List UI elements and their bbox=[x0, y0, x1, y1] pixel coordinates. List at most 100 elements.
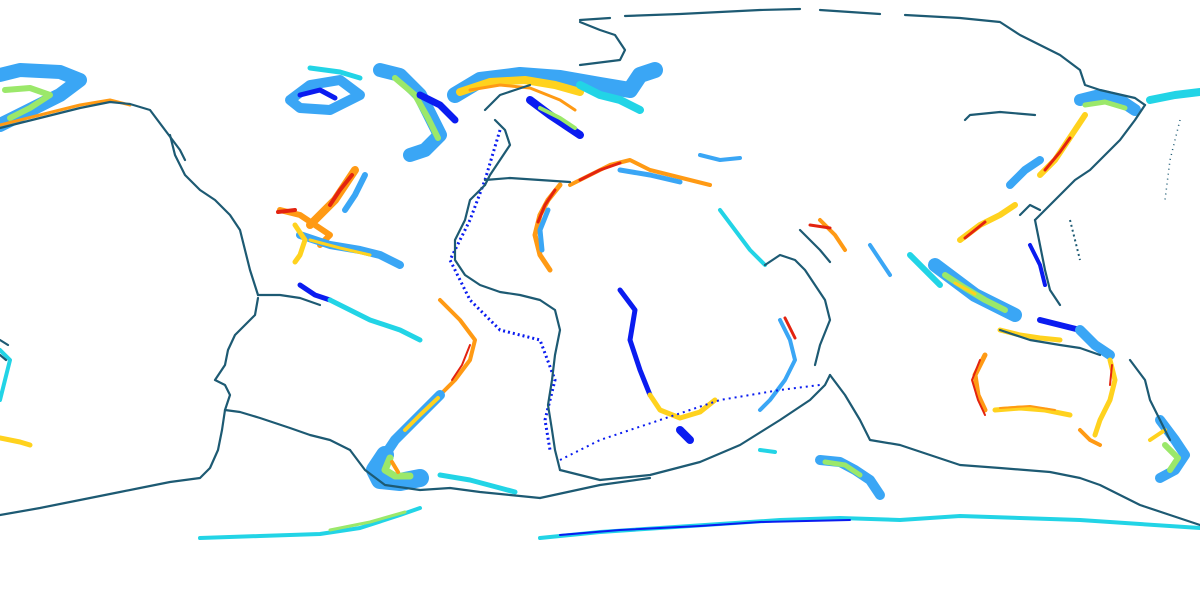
boundary-mid-atlantic-south bbox=[453, 183, 562, 472]
shelf-panama bbox=[297, 282, 333, 303]
shelf-kerguelen-green bbox=[822, 459, 863, 478]
shelf-brazil-east bbox=[438, 298, 477, 397]
shelf-nz-south bbox=[1148, 428, 1167, 442]
shelf-new-zealand-green bbox=[1162, 442, 1181, 473]
shelf-india-west bbox=[868, 243, 892, 277]
shelf-labrador-core bbox=[392, 75, 441, 141]
shelf-bering bbox=[1146, 88, 1200, 104]
shelf-madagascar bbox=[758, 318, 797, 412]
shelf-gulf-carpentaria bbox=[1075, 325, 1115, 360]
shelf-kerguelen bbox=[815, 455, 885, 500]
shelf-queensland-red bbox=[1109, 364, 1113, 386]
shelf-north-sea-green bbox=[538, 106, 577, 130]
ridge-mariana-dots bbox=[1069, 219, 1081, 261]
shelf-north-atlantic-yellow bbox=[456, 76, 584, 96]
shelf-patagonia-green bbox=[381, 454, 414, 480]
shelf-south-australia bbox=[992, 405, 1073, 418]
ridge-sw-indian-dots bbox=[559, 384, 821, 461]
shelf-antarctic bbox=[198, 506, 422, 540]
shelf-sunda-yellow bbox=[953, 281, 977, 296]
shelf-hawaii bbox=[0, 348, 12, 402]
shelf-japan-red bbox=[1043, 136, 1072, 172]
shelf-density-layer bbox=[0, 62, 1200, 540]
shelf-south-africa bbox=[647, 392, 718, 421]
shelf-yucatan bbox=[292, 222, 308, 265]
shelf-brazil-east-red bbox=[451, 344, 471, 381]
boundary-siberia bbox=[963, 110, 1037, 122]
boundary-southern-ocean bbox=[538, 476, 652, 500]
boundary-carlsberg bbox=[798, 228, 832, 264]
shelf-brazil-south-yellow bbox=[403, 396, 440, 432]
shelf-queensland bbox=[1092, 357, 1118, 438]
shelf-indonesia-blue bbox=[1037, 317, 1083, 333]
shelf-us-east-blue bbox=[342, 172, 368, 213]
boundary-aleutian bbox=[0, 100, 187, 162]
boundary-se-indian bbox=[828, 373, 1200, 527]
shelf-nw-australia-red bbox=[971, 359, 986, 416]
boundary-japan-trench bbox=[1033, 103, 1147, 222]
boundary-nazca-south bbox=[223, 408, 352, 452]
boundary-sw-indian bbox=[558, 373, 832, 482]
shelf-gulf-guinea bbox=[617, 287, 653, 398]
shelf-persian bbox=[808, 223, 832, 230]
shelf-philippines bbox=[1028, 243, 1047, 287]
shelf-okhotsk-green bbox=[1082, 99, 1128, 111]
shelf-madagascar-red bbox=[783, 316, 797, 340]
shelf-south-china-red bbox=[963, 220, 987, 240]
boundary-scotia bbox=[348, 448, 542, 500]
shelf-gulf-red bbox=[276, 208, 297, 214]
shelf-med-blue bbox=[617, 167, 683, 185]
shelf-red-sea bbox=[718, 208, 767, 267]
boundary-cocos bbox=[256, 293, 322, 307]
shelf-barents bbox=[576, 81, 644, 114]
plate-boundary-layer bbox=[0, 7, 1200, 527]
shelf-north-atlantic-orange bbox=[468, 83, 577, 112]
ridge-dot-layer bbox=[448, 119, 1181, 461]
boundary-philippine bbox=[1033, 218, 1062, 307]
shelf-agulhas bbox=[676, 426, 694, 444]
boundary-azores bbox=[483, 176, 572, 184]
shelf-falklands bbox=[437, 472, 518, 495]
shelf-crozet bbox=[758, 448, 777, 454]
shelf-nw-africa-blue bbox=[537, 207, 551, 253]
ridge-atlantic-dots bbox=[448, 129, 557, 451]
shelf-antarctic-east bbox=[538, 514, 1200, 540]
boundary-arctic-west bbox=[578, 20, 627, 67]
shelf-indonesia bbox=[997, 327, 1063, 343]
shelf-okhotsk bbox=[1074, 89, 1141, 116]
boundary-ryukyu bbox=[1018, 203, 1042, 217]
shelf-south-australia-orange bbox=[999, 405, 1056, 411]
shelf-greenland-deep bbox=[416, 91, 459, 124]
boundary-mid-atlantic-north bbox=[483, 83, 532, 187]
shelf-us-east-red bbox=[328, 173, 354, 207]
shelf-labrador bbox=[373, 63, 447, 162]
shelf-hudson-deep bbox=[297, 87, 338, 101]
shelf-samoa bbox=[0, 435, 33, 448]
shelf-gulf bbox=[277, 207, 333, 248]
shelf-med-red bbox=[578, 161, 622, 182]
shelf-nw-australia bbox=[972, 352, 988, 413]
shelf-brazil-north bbox=[327, 297, 423, 343]
boundary-banda bbox=[998, 328, 1102, 357]
ridge-nw-pacific-dots bbox=[1164, 119, 1181, 201]
boundary-arctic bbox=[578, 7, 1147, 107]
shelf-caribbean-yellow bbox=[308, 238, 372, 257]
shelf-alaska-inner bbox=[2, 85, 53, 121]
shelf-bay-bengal bbox=[907, 252, 943, 288]
shelf-east-china bbox=[1006, 156, 1044, 189]
shelf-hudson bbox=[285, 75, 365, 115]
boundary-east-pacific-rise-small bbox=[0, 338, 10, 362]
shelf-patagonia-orange bbox=[390, 460, 400, 474]
shelf-antarctic-east-blue bbox=[559, 519, 851, 536]
boundary-tonga bbox=[1128, 358, 1172, 442]
boundary-nazca-west bbox=[213, 296, 260, 412]
boundary-pacific-south bbox=[0, 408, 227, 517]
shelf-tasmania bbox=[1078, 428, 1102, 447]
shelf-nw-africa-red bbox=[536, 188, 557, 224]
boundary-nam-west bbox=[168, 133, 260, 297]
shelf-arabia bbox=[818, 218, 847, 252]
boundary-east-africa bbox=[763, 253, 832, 367]
shelf-black-sea bbox=[698, 153, 742, 162]
